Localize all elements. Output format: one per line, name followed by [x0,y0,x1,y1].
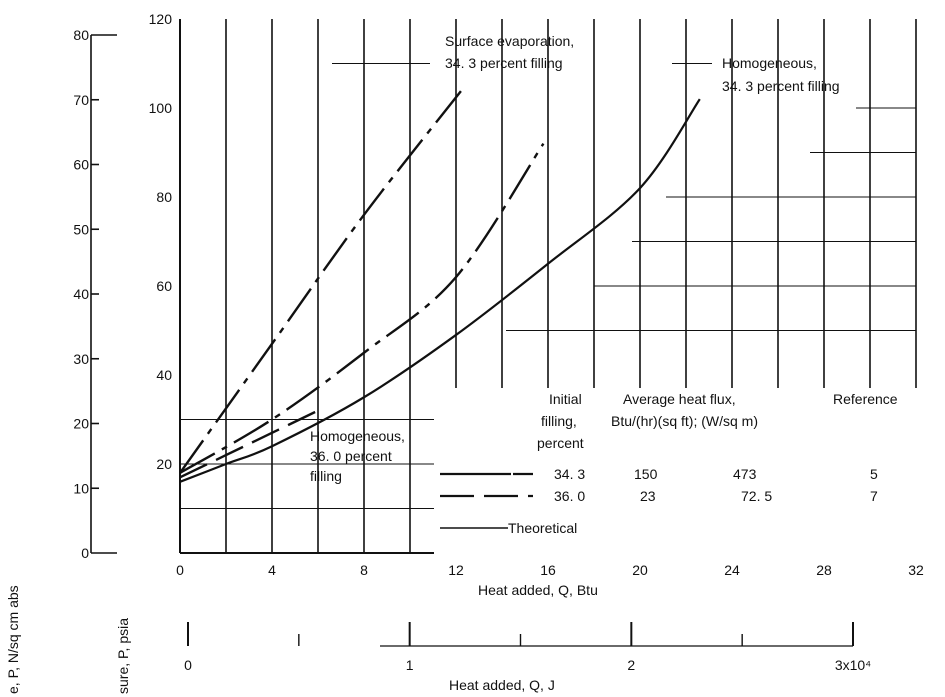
legend-background [434,388,924,554]
legend-header-flux-1: Average heat flux, [623,391,736,407]
legend-header-filling-3: percent [537,435,584,451]
x-axis-j-tick-label: 2 [627,657,635,673]
y-axis-psia-tick-label: 100 [149,100,173,116]
x-axis-btu-tick-label: 16 [540,562,556,578]
annotation-surface-line1: Surface evaporation, [445,33,574,49]
annotation-surface-line2: 34. 3 percent filling [445,55,563,71]
y-axis-ncm-tick-label: 0 [81,545,89,561]
x-axis-btu-tick-label: 8 [360,562,368,578]
y-axis-ncm-tick-label: 10 [73,480,89,496]
x-axis-j-tick-label: 1 [406,657,414,673]
legend-header-reference: Reference [833,391,898,407]
legend-row1-flux-btu: 150 [634,466,658,482]
y-axis-ncm-tick-label: 20 [73,416,89,432]
series-line-surface [179,85,467,474]
annotation-homog360-line1: Homogeneous, [310,428,405,444]
series-lines [179,85,701,483]
y-axis-ncm-tick-label: 80 [73,27,89,43]
x-axis-btu-tick-label: 20 [632,562,648,578]
y-axis-ncm-label: e, P, N/sq cm abs [5,585,21,694]
y-axis-ncm-tick-label: 60 [73,157,89,173]
x-axis-btu-tick-label: 24 [724,562,740,578]
legend-row1-filling: 34. 3 [554,466,585,482]
x-axis-j-tick-label: 3x10⁴ [835,657,871,673]
y-axis-psia-label: sure, P, psia [115,618,131,694]
legend-row2-flux-btu: 23 [640,488,656,504]
annotation-homog343-line2: 34. 3 percent filling [722,78,840,94]
y-axis-ncm-tick-label: 50 [73,221,89,237]
legend-header-flux-2: Btu/(hr)(sq ft); (W/sq m) [611,413,758,429]
y-axis-psia-tick-label: 20 [156,456,172,472]
legend-header-filling-2: filling, [541,413,577,429]
legend-row1-reference: 5 [870,466,878,482]
annotation-homog360-line2: 36. 0 percent [310,448,392,464]
x-axis-btu-label: Heat added, Q, Btu [478,582,598,598]
legend-row3-label: Theoretical [508,520,577,536]
x-axis-btu-tick-label: 28 [816,562,832,578]
x-axis-btu-tick-label: 0 [176,562,184,578]
y-axis-psia-tick-label: 80 [156,189,172,205]
x-axis-j-tick-label: 0 [184,657,192,673]
y-axis-ncm-tick-label: 30 [73,351,89,367]
series-line-theoretical [179,98,701,483]
annotation-homog343-line1: Homogeneous, [722,55,817,71]
legend-row2-flux-w: 72. 5 [741,488,772,504]
x-axis-btu-tick-label: 4 [268,562,276,578]
x-axis-btu-tick-label: 12 [448,562,464,578]
series-line-homog360 [179,409,319,479]
y-axis-psia-tick-label: 40 [156,367,172,383]
legend-row2-reference: 7 [870,488,878,504]
y-axis-ncm-tick-label: 70 [73,92,89,108]
x-axis-btu-tick-label: 32 [908,562,924,578]
legend-row2-filling: 36. 0 [554,488,585,504]
x-axis-j-label: Heat added, Q, J [449,677,555,693]
legend-header-filling-1: Initial [549,391,582,407]
y-axis-psia-tick-label: 60 [156,278,172,294]
series-line-homog343 [179,142,545,474]
y-axis-ncm-tick-label: 40 [73,286,89,302]
axes: 0 4 8 12 16 20 24 28 322040608010012001020304050… [73,11,924,673]
annotation-homog360-line3: filling [310,468,342,484]
legend-row1-flux-w: 473 [733,466,757,482]
y-axis-psia-tick-label: 120 [149,11,173,27]
